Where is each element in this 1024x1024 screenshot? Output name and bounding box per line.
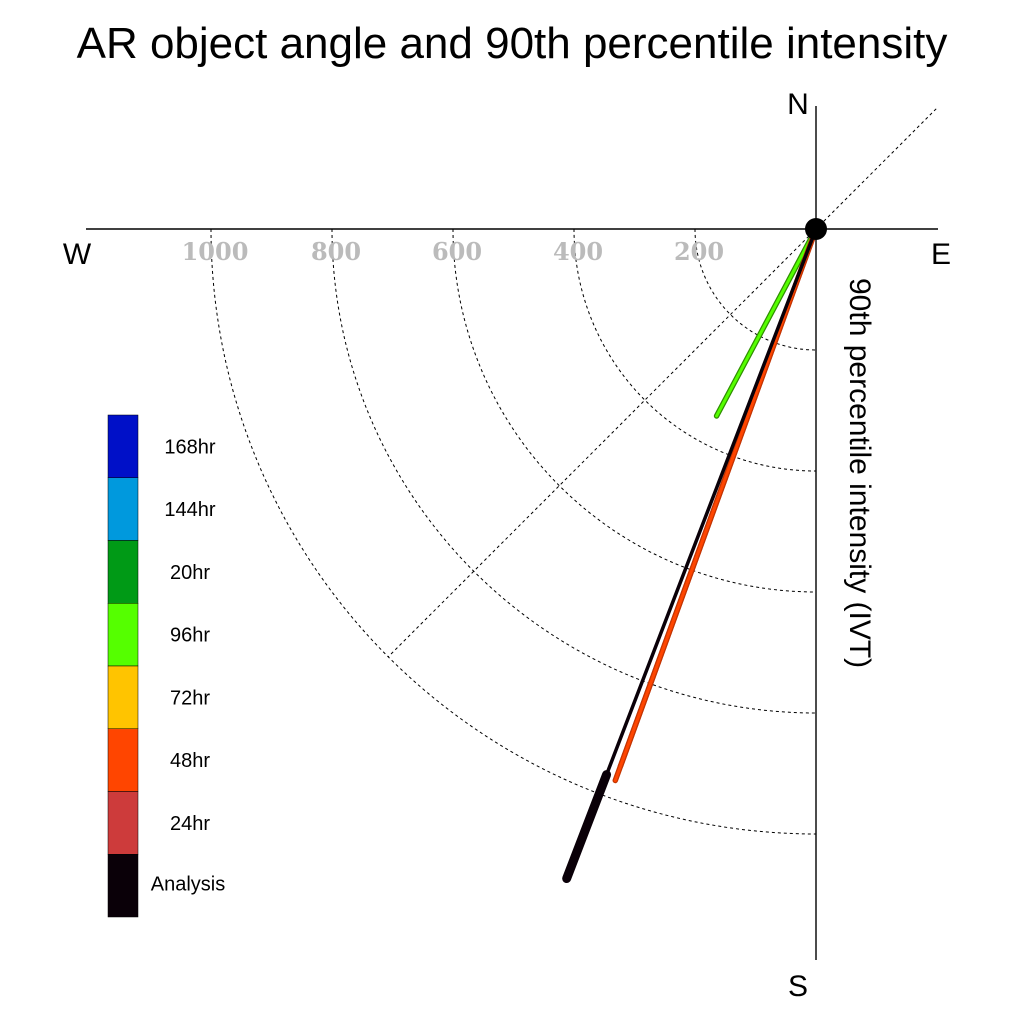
south-label: S: [788, 970, 808, 1003]
legend-label-144hr: 144hr: [164, 499, 215, 521]
series-line-96hr: [715, 227, 818, 418]
legend-label-96hr: 96hr: [170, 625, 210, 647]
tick-label-800: 800: [311, 237, 361, 266]
legend-swatch-120hr: [107, 540, 139, 604]
tick-label-400: 400: [553, 237, 603, 266]
legend: 168hr 144hr 20hr 96hr 72hr 48hr 24hr Analysis: [107, 414, 225, 918]
compass-axes: [86, 106, 938, 960]
legend-swatch-96hr: [107, 603, 139, 667]
grid-ring-400: [573, 228, 817, 472]
legend-swatch-Analysis: [107, 854, 139, 918]
legend-swatch-72hr: [107, 665, 139, 729]
legend-swatch-24hr: [107, 791, 139, 855]
radial-tick-labels: 200 400 600 800 1000: [182, 237, 724, 266]
legend-label-24hr: 24hr: [170, 813, 210, 835]
radial-axis-label: 90th percentile intensity (IVT): [843, 278, 876, 668]
series-lines: [562, 226, 819, 884]
grid-ring-200: [694, 228, 817, 351]
west-label: W: [63, 238, 92, 271]
chart-title: AR object angle and 90th percentile inte…: [77, 19, 948, 68]
tick-label-1000: 1000: [182, 237, 249, 266]
legend-swatch-48hr: [107, 728, 139, 792]
east-label: E: [931, 238, 951, 271]
grid-ring-800: [331, 228, 817, 714]
origin-marker: [805, 218, 827, 240]
polar-grid: [210, 108, 937, 835]
grid-ring-600: [452, 228, 817, 593]
legend-swatch-144hr: [107, 477, 139, 541]
legend-label-72hr: 72hr: [170, 687, 210, 709]
legend-label-Analysis: Analysis: [151, 874, 225, 896]
legend-label-168hr: 168hr: [164, 436, 215, 458]
series-tail-Analysis: [562, 770, 612, 884]
north-label: N: [787, 88, 809, 121]
legend-swatch-168hr: [107, 414, 139, 478]
tick-label-600: 600: [432, 237, 482, 266]
tick-label-200: 200: [674, 237, 724, 266]
legend-label-48hr: 48hr: [170, 750, 210, 772]
series-line-Analysis: [564, 227, 818, 881]
legend-label-120hr: 20hr: [170, 562, 210, 584]
